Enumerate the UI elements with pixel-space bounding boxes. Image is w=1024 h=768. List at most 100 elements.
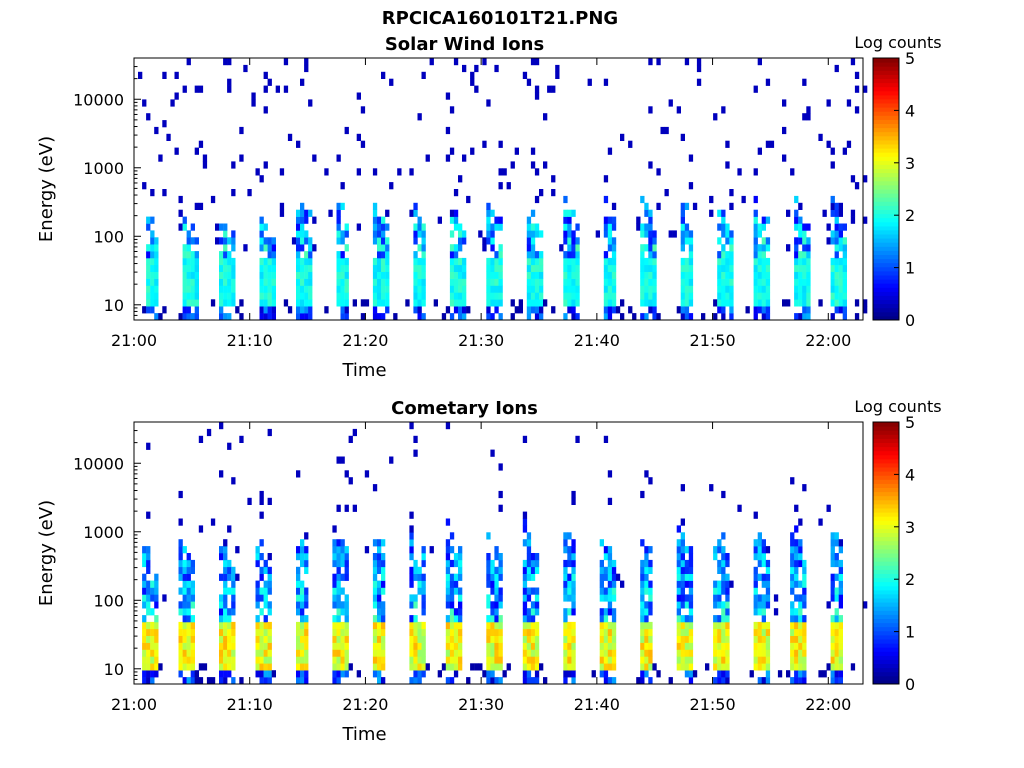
heatmap-cell — [603, 677, 609, 685]
heatmap-cell — [421, 670, 426, 678]
colorbar-swatch — [873, 66, 899, 71]
heatmap-cell — [522, 635, 528, 643]
heatmap-cell — [717, 628, 722, 636]
heatmap-cell — [300, 628, 305, 636]
heatmap-cell — [219, 306, 224, 314]
heatmap-cell — [838, 285, 843, 293]
heatmap-cell — [607, 580, 613, 588]
heatmap-cell — [502, 670, 507, 678]
heatmap-cell — [648, 278, 653, 286]
heatmap-cell — [210, 195, 216, 204]
heatmap-cell — [227, 257, 232, 266]
heatmap-cell — [381, 615, 386, 623]
heatmap-cell — [794, 299, 799, 307]
heatmap-cell — [219, 635, 224, 643]
heatmap-cell — [721, 313, 726, 321]
heatmap-cell — [757, 677, 762, 685]
heatmap-cell — [300, 642, 305, 650]
heatmap-cell — [417, 635, 422, 643]
heatmap-cell — [336, 587, 341, 595]
heatmap-cell — [186, 257, 191, 266]
heatmap-cell — [462, 230, 467, 238]
heatmap-cell — [271, 285, 276, 293]
heatmap-cell — [688, 251, 694, 259]
heatmap-cell — [154, 649, 159, 657]
heatmap-cell — [648, 161, 653, 169]
heatmap-cell — [300, 580, 305, 588]
heatmap-cell — [571, 621, 576, 630]
heatmap-cell — [656, 202, 661, 210]
heatmap-cell — [753, 573, 758, 581]
heatmap-cell — [458, 587, 463, 595]
heatmap-cell — [757, 656, 762, 664]
x-tick-label: 21:20 — [342, 695, 388, 714]
heatmap-cell — [717, 292, 722, 300]
heatmap-cell — [834, 663, 839, 671]
heatmap-cell — [575, 292, 580, 300]
heatmap-cell — [603, 621, 609, 630]
heatmap-cell — [308, 99, 313, 107]
heatmap-cell — [761, 264, 766, 272]
y-tick-label: 10 — [104, 296, 124, 315]
heatmap-cell — [417, 244, 422, 252]
heatmap-cell — [178, 663, 183, 671]
heatmap-cell — [219, 670, 224, 678]
heatmap-cell — [332, 621, 337, 630]
heatmap-cell — [336, 601, 341, 609]
heatmap-cell — [453, 264, 459, 272]
heatmap-cell — [761, 278, 766, 286]
heatmap-cell — [336, 670, 341, 678]
heatmap-cell — [830, 147, 835, 155]
heatmap-cell — [563, 230, 568, 238]
heatmap-cell — [757, 58, 762, 66]
heatmap-cell — [729, 251, 734, 259]
heatmap-cell — [296, 299, 301, 307]
heatmap-cell — [688, 299, 694, 307]
colorbar-swatch — [873, 659, 899, 664]
heatmap-cell — [498, 621, 503, 630]
heatmap-cell — [449, 677, 455, 685]
heatmap-cell — [490, 313, 495, 321]
heatmap-cell — [680, 559, 685, 568]
heatmap-cell — [190, 264, 195, 272]
heatmap-cell — [300, 663, 305, 671]
heatmap-cell — [530, 587, 536, 595]
heatmap-cell — [356, 133, 361, 141]
heatmap-cell — [381, 580, 386, 588]
heatmap-cell — [567, 559, 572, 568]
colorbar-swatch — [873, 606, 899, 611]
heatmap-cell — [490, 670, 495, 678]
colorbar-swatch — [873, 671, 899, 677]
heatmap-cell — [150, 670, 155, 678]
colorbar-swatch — [873, 197, 899, 202]
heatmap-cell — [567, 285, 572, 293]
heatmap-cell — [587, 78, 592, 86]
heatmap-cell — [526, 621, 532, 630]
heatmap-cell — [381, 539, 386, 547]
heatmap-cell — [340, 285, 345, 293]
heatmap-cell — [842, 251, 847, 259]
heatmap-cell — [534, 92, 540, 100]
heatmap-cell — [158, 663, 163, 671]
heatmap-cell — [648, 587, 653, 595]
heatmap-cell — [219, 553, 224, 561]
heatmap-cell — [502, 168, 507, 176]
heatmap-cell — [498, 463, 503, 471]
colorbar-label: Log counts — [854, 33, 941, 52]
heatmap-cell — [603, 175, 609, 183]
heatmap-cell — [530, 642, 536, 650]
heatmap-cell — [182, 573, 187, 581]
heatmap-cell — [794, 285, 799, 293]
heatmap-cell — [530, 566, 536, 574]
heatmap-cell — [680, 518, 685, 526]
heatmap-cell — [381, 313, 386, 321]
heatmap-cell — [603, 435, 609, 443]
heatmap-cell — [251, 92, 256, 100]
heatmap-cell — [526, 539, 532, 547]
heatmap-cell — [846, 140, 852, 148]
heatmap-cell — [737, 504, 742, 512]
heatmap-cell — [490, 449, 495, 457]
heatmap-cell — [462, 257, 467, 266]
heatmap-cell — [717, 677, 722, 685]
heatmap-cell — [863, 306, 868, 314]
